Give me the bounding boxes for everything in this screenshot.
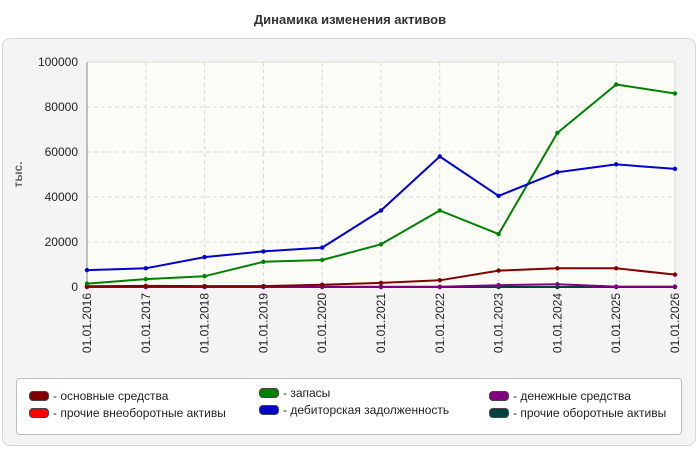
x-tick-label: 01.01.2024	[550, 293, 564, 353]
x-tick-label: 01.01.2023	[492, 293, 506, 353]
data-point	[261, 249, 266, 254]
data-point	[614, 284, 619, 289]
legend-swatch	[259, 404, 279, 415]
data-point	[496, 193, 501, 199]
data-point	[555, 170, 560, 175]
y-tick-label: 0	[71, 280, 78, 294]
data-point	[437, 278, 442, 283]
x-tick-label: 01.01.2025	[609, 293, 623, 353]
data-point	[202, 283, 207, 289]
data-point	[143, 276, 148, 282]
data-point	[555, 130, 560, 136]
legend-swatch	[489, 407, 509, 418]
data-point	[378, 208, 384, 213]
legend-item: - дебиторская задолженность	[259, 402, 449, 417]
data-point	[378, 242, 384, 247]
legend-label: - основные средства	[53, 388, 169, 403]
data-point	[143, 283, 148, 289]
legend-item: - запасы	[259, 385, 330, 400]
data-point	[261, 259, 266, 264]
legend-label: - запасы	[283, 385, 331, 400]
legend-label: - дебиторская задолженность	[283, 402, 450, 417]
data-point	[202, 274, 207, 279]
data-point	[672, 272, 678, 277]
chart-legend: - основные средства - запасы - денежные ср…	[16, 378, 682, 435]
x-tick-label: 01.01.2018	[198, 293, 212, 353]
data-point	[496, 268, 501, 273]
legend-label: - прочие оборотные активы	[513, 405, 667, 420]
legend-item: - основные средства	[29, 388, 168, 403]
x-tick-label: 01.01.2026	[668, 293, 682, 353]
data-point	[614, 266, 619, 271]
y-tick-label: 20000	[45, 235, 79, 249]
data-point	[672, 91, 678, 96]
legend-label: - прочие внеоборотные активы	[53, 405, 226, 420]
data-point	[202, 254, 207, 260]
legend-swatch	[29, 407, 49, 418]
data-point	[320, 245, 325, 250]
data-point	[496, 231, 501, 237]
data-point	[84, 281, 90, 286]
data-point	[378, 280, 384, 286]
data-point	[84, 267, 90, 273]
y-tick-label: 80000	[45, 100, 79, 114]
data-point	[672, 166, 678, 172]
data-point	[496, 283, 501, 288]
data-point	[320, 257, 325, 263]
legend-swatch	[259, 387, 279, 398]
x-tick-label: 01.01.2022	[433, 293, 447, 353]
y-axis-label: тыс.	[11, 161, 25, 187]
data-point	[320, 282, 325, 287]
data-point	[555, 282, 560, 287]
legend-item: - прочие внеоборотные активы	[29, 405, 226, 420]
data-point	[672, 284, 678, 289]
data-point	[378, 284, 384, 289]
data-point	[261, 283, 266, 289]
legend-swatch	[489, 390, 509, 401]
data-point	[614, 82, 619, 87]
data-point	[614, 162, 619, 167]
data-point	[437, 154, 442, 159]
chart-title: Динамика изменения активов	[253, 12, 447, 27]
x-tick-label: 01.01.2016	[80, 293, 94, 353]
data-point	[437, 208, 442, 213]
legend-label: - денежные средства	[513, 388, 631, 403]
data-point	[143, 266, 148, 271]
x-tick-label: 01.01.2017	[139, 293, 153, 353]
data-point	[555, 266, 560, 271]
x-tick-label: 01.01.2021	[374, 293, 388, 353]
legend-item: - денежные средства	[489, 388, 631, 403]
data-point	[437, 284, 442, 289]
y-tick-label: 40000	[45, 190, 79, 204]
y-tick-label: 100000	[38, 55, 78, 69]
legend-swatch	[29, 390, 49, 401]
legend-item: - прочие оборотные активы	[489, 405, 666, 420]
x-tick-label: 01.01.2020	[315, 293, 329, 353]
x-tick-label: 01.01.2019	[256, 293, 270, 353]
y-tick-label: 60000	[45, 145, 79, 159]
